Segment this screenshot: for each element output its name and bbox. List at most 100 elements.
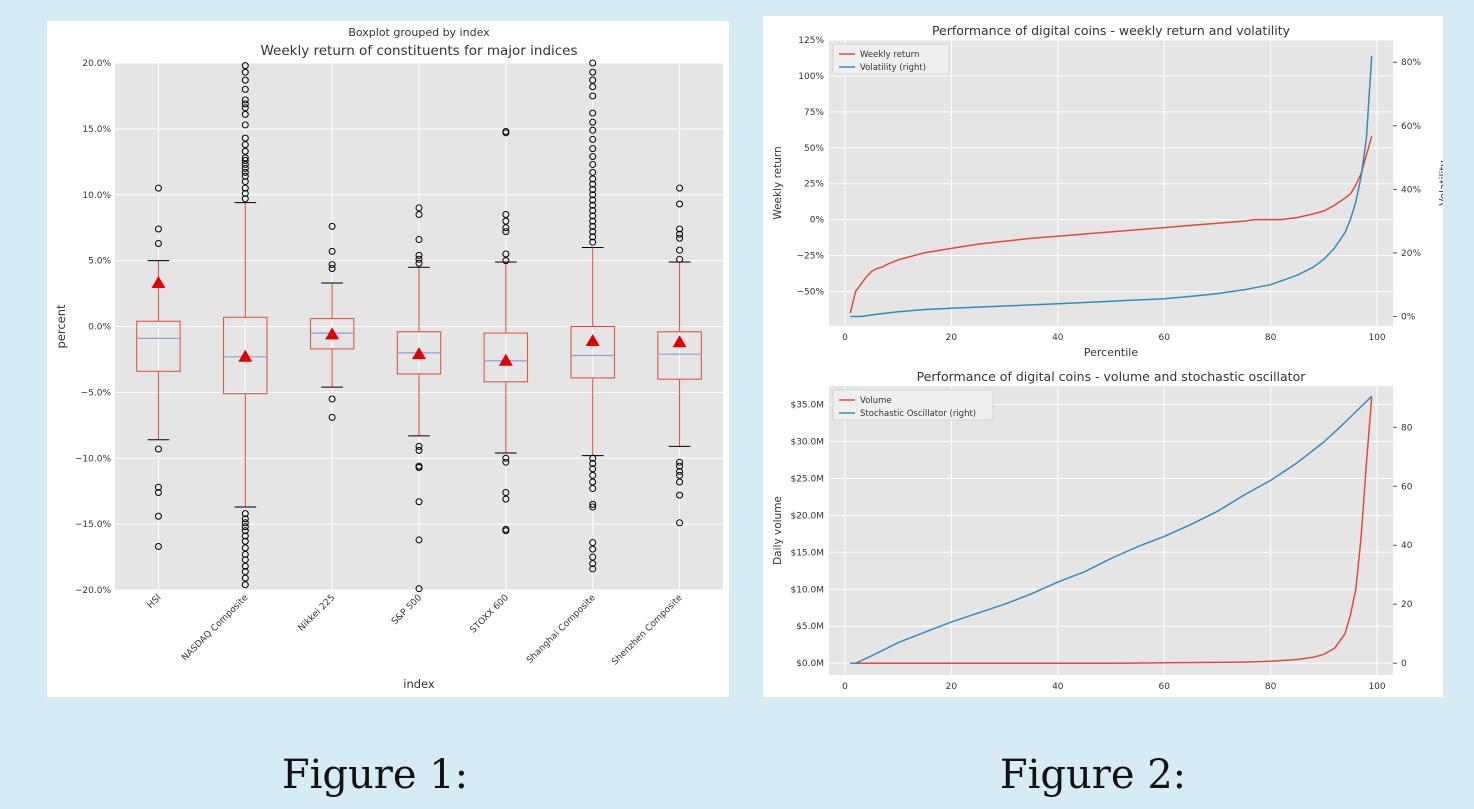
y-tick-label: $5.0M [796, 622, 824, 632]
outlier-point [241, 156, 249, 164]
outlier-point [589, 465, 597, 473]
outlier-point [241, 574, 249, 582]
chart-title: Performance of digital coins - weekly re… [932, 23, 1291, 38]
outlier-point [589, 201, 597, 209]
series-line [850, 397, 1373, 664]
outlier-point [676, 478, 684, 486]
outlier-point [241, 96, 249, 104]
outlier-point [241, 568, 249, 576]
box-group [136, 184, 181, 551]
outlier-point [589, 460, 597, 468]
outlier-point [589, 68, 597, 76]
outlier-point [241, 195, 249, 203]
y-tick-label: 5.0% [88, 257, 111, 267]
figure-2-panel: −50% −25% 0% 25% 50% 75% 100% 125% 0 20 40 60 80 100 0… [763, 16, 1443, 697]
outlier-point [241, 104, 249, 112]
y-tick-label: −25% [796, 252, 824, 262]
outlier-point [241, 581, 249, 589]
outlier-point [589, 135, 597, 143]
legend-box [832, 43, 950, 75]
outlier-point [589, 565, 597, 573]
outlier-point [328, 222, 336, 230]
outlier-point [502, 489, 510, 497]
outlier-point [589, 185, 597, 193]
outlier-point [676, 200, 684, 208]
outlier-point [154, 225, 162, 233]
y-tick-label: −15.0% [75, 520, 112, 530]
outlier-point [589, 191, 597, 199]
y-tick-label: −50% [796, 288, 824, 298]
outlier-point [241, 544, 249, 552]
x-tick-label: 20 [946, 333, 958, 343]
y2-tick-label: 60% [1401, 122, 1421, 132]
x-tick-label: 40 [1052, 333, 1064, 343]
outlier-point [589, 238, 597, 246]
outlier-point [241, 76, 249, 84]
outlier-point [589, 109, 597, 117]
y-tick-label: −20.0% [75, 586, 112, 596]
x-tick-label: STOXX 600 [468, 593, 511, 636]
y2-tick-label: 40 [1401, 541, 1413, 551]
outlier-point [154, 483, 162, 491]
outlier-point [154, 543, 162, 551]
outlier-point [241, 523, 249, 531]
outlier-point [502, 250, 510, 258]
y-tick-label: $10.0M [790, 585, 824, 595]
chart-title: Weekly return of constituents for major … [260, 43, 577, 59]
outlier-point [241, 168, 249, 176]
outlier-point [241, 100, 249, 108]
y-tick-label: 50% [804, 144, 824, 154]
x-tick-label: 0 [842, 682, 848, 692]
line-charts: −50% −25% 0% 25% 50% 75% 100% 125% 0 20 40 60 80 100 0… [772, 23, 1443, 692]
outlier-point [589, 545, 597, 553]
outlier-point [415, 211, 423, 219]
outlier-point [154, 512, 162, 520]
outlier-point [676, 230, 684, 238]
outlier-point [589, 83, 597, 91]
x-tick-label: 40 [1052, 682, 1064, 692]
outlier-point [589, 500, 597, 508]
outlier-point [415, 585, 423, 593]
x-tick-label: HSI [146, 593, 164, 611]
outlier-point [589, 207, 597, 215]
outlier-point [589, 217, 597, 225]
y2-tick-label: 20 [1401, 600, 1413, 610]
mean-marker [151, 276, 166, 289]
y-tick-label: 20.0% [82, 59, 111, 69]
outlier-point [241, 160, 249, 168]
x-tick-label: 60 [1158, 682, 1170, 692]
mean-marker [325, 327, 340, 340]
x-tick-label: 80 [1265, 333, 1277, 343]
x-tick-label: 100 [1368, 333, 1385, 343]
outlier-point [589, 454, 597, 462]
outlier-point [415, 251, 423, 259]
figure-1-caption: Figure 1: [281, 752, 469, 798]
outlier-point [328, 413, 336, 421]
outlier-point [241, 515, 249, 523]
outlier-point [589, 485, 597, 493]
outlier-point [502, 454, 510, 462]
outlier-point [241, 154, 249, 162]
mean-marker [585, 333, 600, 346]
y2-tick-label: 40% [1401, 185, 1421, 195]
legend: Weekly return Volatility (right) [832, 43, 950, 75]
x-tick-label: 80 [1265, 682, 1277, 692]
outlier-point [154, 239, 162, 247]
x-tick-label: Nikkei 225 [297, 593, 338, 634]
y2-tick-label: 80 [1401, 423, 1413, 433]
outlier-point [154, 184, 162, 192]
x-tick-label: 100 [1368, 682, 1385, 692]
y-tick-label: 125% [798, 36, 824, 46]
outlier-point [415, 259, 423, 267]
y2-tick-label: 80% [1401, 58, 1421, 68]
outlier-point [502, 224, 510, 232]
outlier-point [328, 247, 336, 255]
outlier-point [589, 153, 597, 161]
outlier-point [589, 92, 597, 100]
y-axis-label: Weekly return [772, 146, 784, 219]
outlier-point [589, 228, 597, 236]
outlier-point [415, 236, 423, 244]
outlier-point [502, 211, 510, 219]
x-tick-label: Shanghai Composite [525, 593, 598, 666]
y2-tick-label: 20% [1401, 249, 1421, 259]
